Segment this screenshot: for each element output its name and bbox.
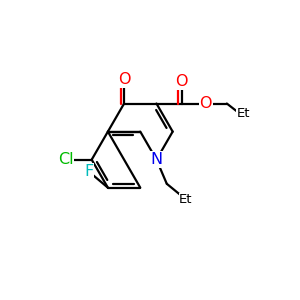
- Text: F: F: [84, 164, 93, 179]
- Text: Et: Et: [236, 107, 250, 120]
- Text: O: O: [175, 74, 188, 89]
- Text: O: O: [118, 72, 130, 87]
- Text: N: N: [150, 152, 163, 167]
- Text: Cl: Cl: [58, 152, 74, 167]
- Text: Et: Et: [179, 194, 193, 206]
- Text: O: O: [200, 96, 212, 111]
